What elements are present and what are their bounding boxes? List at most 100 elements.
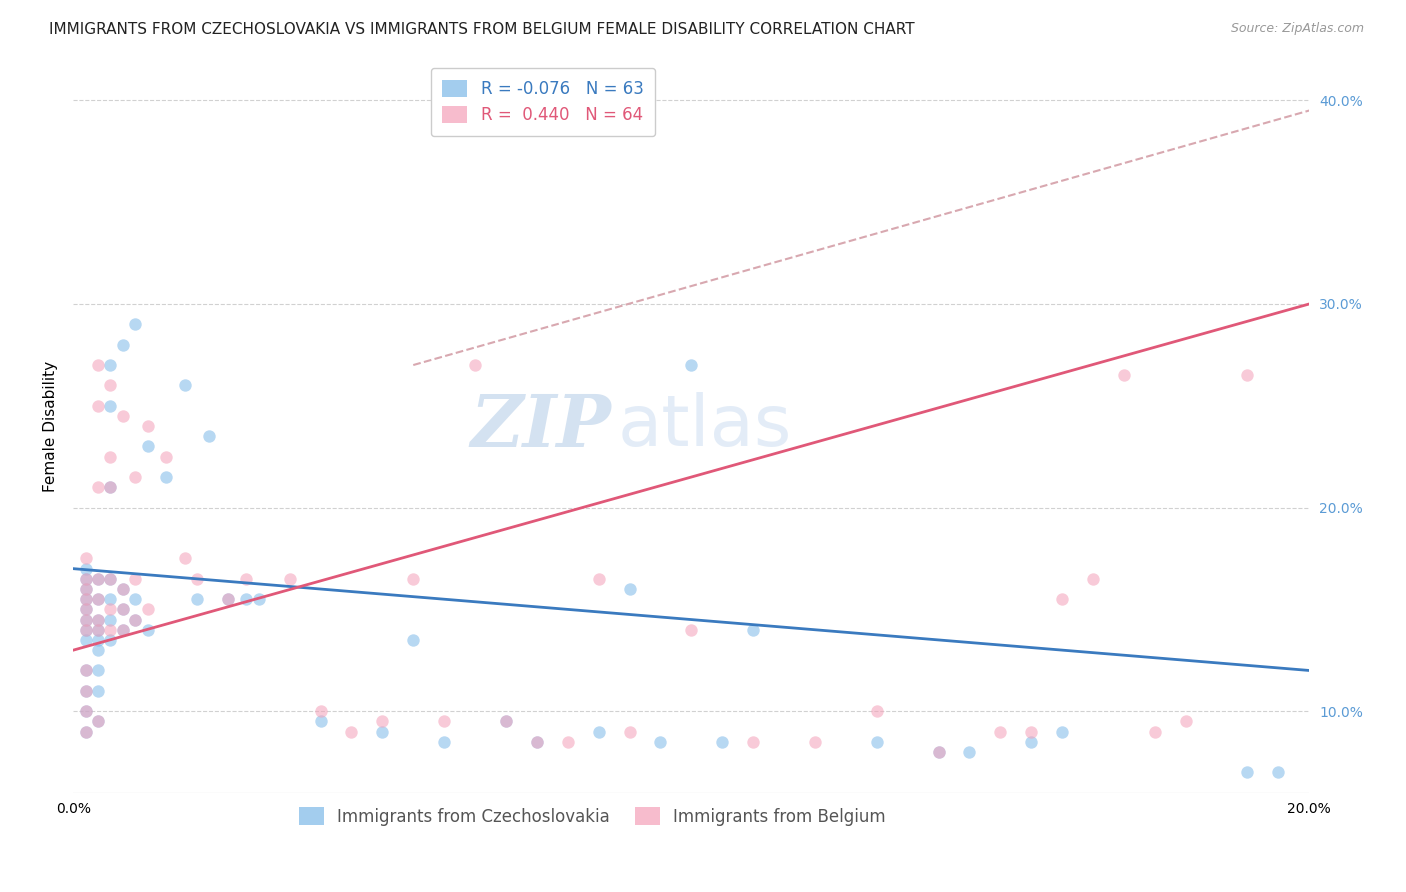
Point (111, 582, 134, 596)
Point (866, 704, 889, 718)
Text: IMMIGRANTS FROM CZECHOSLOVAKIA VS IMMIGRANTS FROM BELGIUM FEMALE DISABILITY CORR: IMMIGRANTS FROM CZECHOSLOVAKIA VS IMMIGR… (49, 22, 915, 37)
Point (75, 704, 97, 718)
Point (75, 724, 97, 739)
Point (588, 724, 610, 739)
Point (309, 704, 332, 718)
Point (866, 735, 889, 749)
Point (87, 613, 110, 627)
Point (87, 632, 110, 647)
Point (100, 623, 122, 637)
Point (111, 623, 134, 637)
Point (87, 623, 110, 637)
Point (87, 572, 110, 586)
Point (87, 683, 110, 698)
Text: Source: ZipAtlas.com: Source: ZipAtlas.com (1230, 22, 1364, 36)
Point (75, 592, 97, 607)
Point (75, 683, 97, 698)
Point (957, 745, 980, 759)
Point (557, 735, 579, 749)
Point (87, 358, 110, 372)
Point (75, 683, 97, 698)
Point (111, 602, 134, 616)
Point (464, 358, 486, 372)
Point (1112, 368, 1135, 383)
Point (75, 623, 97, 637)
Point (111, 623, 134, 637)
Point (235, 592, 257, 607)
Point (681, 623, 703, 637)
Point (87, 480, 110, 494)
Y-axis label: Female Disability: Female Disability (44, 360, 58, 491)
Point (526, 735, 548, 749)
Point (100, 450, 122, 464)
Point (111, 337, 134, 351)
Point (186, 592, 208, 607)
Point (309, 714, 332, 729)
Point (155, 450, 177, 464)
Point (75, 582, 97, 596)
Point (340, 724, 363, 739)
Point (988, 724, 1011, 739)
Point (217, 592, 239, 607)
Point (495, 714, 517, 729)
Point (136, 440, 159, 454)
Point (928, 745, 950, 759)
Point (111, 409, 134, 423)
Point (433, 714, 456, 729)
Point (588, 572, 610, 586)
Point (87, 592, 110, 607)
Point (1050, 724, 1073, 739)
Point (136, 623, 159, 637)
Point (124, 592, 146, 607)
Point (87, 572, 110, 586)
Point (75, 613, 97, 627)
Point (155, 470, 177, 484)
Point (75, 602, 97, 616)
Point (87, 613, 110, 627)
Point (371, 724, 394, 739)
Point (87, 643, 110, 657)
Point (1267, 765, 1289, 780)
Point (75, 592, 97, 607)
Point (124, 613, 146, 627)
Point (173, 378, 195, 392)
Point (402, 572, 425, 586)
Point (1019, 735, 1042, 749)
Point (75, 613, 97, 627)
Point (495, 714, 517, 729)
Point (100, 572, 122, 586)
Point (136, 602, 159, 616)
Point (111, 582, 134, 596)
Point (402, 632, 425, 647)
Point (87, 664, 110, 678)
Point (124, 613, 146, 627)
Point (100, 613, 122, 627)
Point (1174, 714, 1197, 729)
Point (75, 602, 97, 616)
Point (100, 602, 122, 616)
Point (1019, 724, 1042, 739)
Point (87, 592, 110, 607)
Point (711, 735, 734, 749)
Legend: Immigrants from Czechoslovakia, Immigrants from Belgium: Immigrants from Czechoslovakia, Immigran… (290, 797, 896, 836)
Point (217, 592, 239, 607)
Point (1143, 724, 1166, 739)
Point (526, 735, 548, 749)
Point (100, 480, 122, 494)
Point (100, 399, 122, 413)
Point (111, 602, 134, 616)
Point (173, 551, 195, 566)
Point (1081, 572, 1104, 586)
Point (247, 592, 270, 607)
Point (100, 480, 122, 494)
Point (742, 735, 765, 749)
Point (75, 704, 97, 718)
Point (1236, 765, 1258, 780)
Point (278, 572, 301, 586)
Point (371, 714, 394, 729)
Point (1050, 592, 1073, 607)
Point (75, 664, 97, 678)
Point (87, 714, 110, 729)
Point (804, 735, 827, 749)
Point (100, 378, 122, 392)
